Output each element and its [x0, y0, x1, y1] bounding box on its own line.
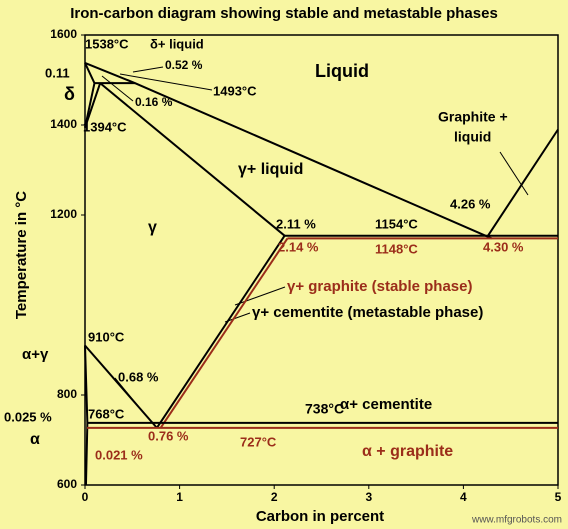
phase-boundary [84, 82, 102, 129]
annotation: 2.14 % [278, 239, 319, 254]
x-tick-label: 4 [460, 490, 467, 504]
annotation: 0.16 % [135, 95, 173, 109]
annotation: 727°C [240, 434, 277, 449]
x-tick-label: 3 [365, 490, 372, 504]
annotation: 0.11 [45, 65, 70, 80]
x-tick-label: 1 [176, 490, 183, 504]
annotation: 0.52 % [165, 58, 203, 72]
y-tick-label: 600 [57, 477, 77, 491]
annotation: α+γ [22, 346, 49, 363]
annotation: 738°C [305, 401, 344, 417]
annotation: γ [148, 219, 157, 236]
y-tick-label: 1400 [50, 117, 77, 131]
chart-title: Iron-carbon diagram showing stable and m… [70, 5, 498, 22]
x-axis-label: Carbon in percent [256, 508, 384, 525]
watermark: www.mfgrobots.com [471, 515, 562, 526]
phase-boundary [99, 82, 286, 237]
annotation: liquid [454, 129, 491, 145]
annotation: Graphite + [438, 109, 508, 125]
phase-boundary [84, 344, 158, 429]
x-tick-label: 2 [271, 490, 278, 504]
phase-boundary [156, 235, 286, 429]
annotation: Liquid [315, 61, 369, 81]
annotation: 2.11 % [276, 216, 316, 231]
annotation: 1493°C [213, 83, 257, 98]
annotation: γ+ graphite (stable phase) [287, 278, 472, 295]
y-tick-label: 1200 [50, 207, 77, 221]
annotation: γ+ cementite (metastable phase) [252, 304, 483, 321]
annotation: 4.30 % [483, 239, 524, 254]
y-tick-label: 800 [57, 387, 77, 401]
annotation: 1394°C [83, 119, 127, 134]
annotation: 1154°C [375, 216, 418, 231]
annotation: 0.025 % [4, 409, 52, 424]
phase-boundary [487, 128, 559, 237]
x-tick-label: 0 [82, 490, 89, 504]
annotation: 0.76 % [148, 428, 189, 443]
x-tick-label: 5 [555, 490, 562, 504]
phase-boundary [159, 237, 289, 429]
annotation: 1148°C [375, 241, 418, 256]
y-axis-label: Temperature in °C [13, 191, 30, 319]
annotation: γ+ liquid [238, 161, 303, 178]
annotation: 0.021 % [95, 447, 143, 462]
y-tick-label: 1600 [50, 27, 77, 41]
annotation: δ+ liquid [150, 36, 204, 51]
annotation: δ [64, 84, 75, 104]
annotation: 1538°C [85, 36, 129, 51]
annotation: α [30, 431, 40, 448]
annotation: 910°C [88, 329, 125, 344]
annotation: α+ cementite [340, 396, 432, 413]
annotation: 0.68 % [118, 369, 159, 384]
annotation: 4.26 % [450, 196, 491, 211]
plot-frame [84, 34, 559, 486]
annotation: α + graphite [362, 443, 453, 460]
annotation: 768°C [88, 406, 125, 421]
